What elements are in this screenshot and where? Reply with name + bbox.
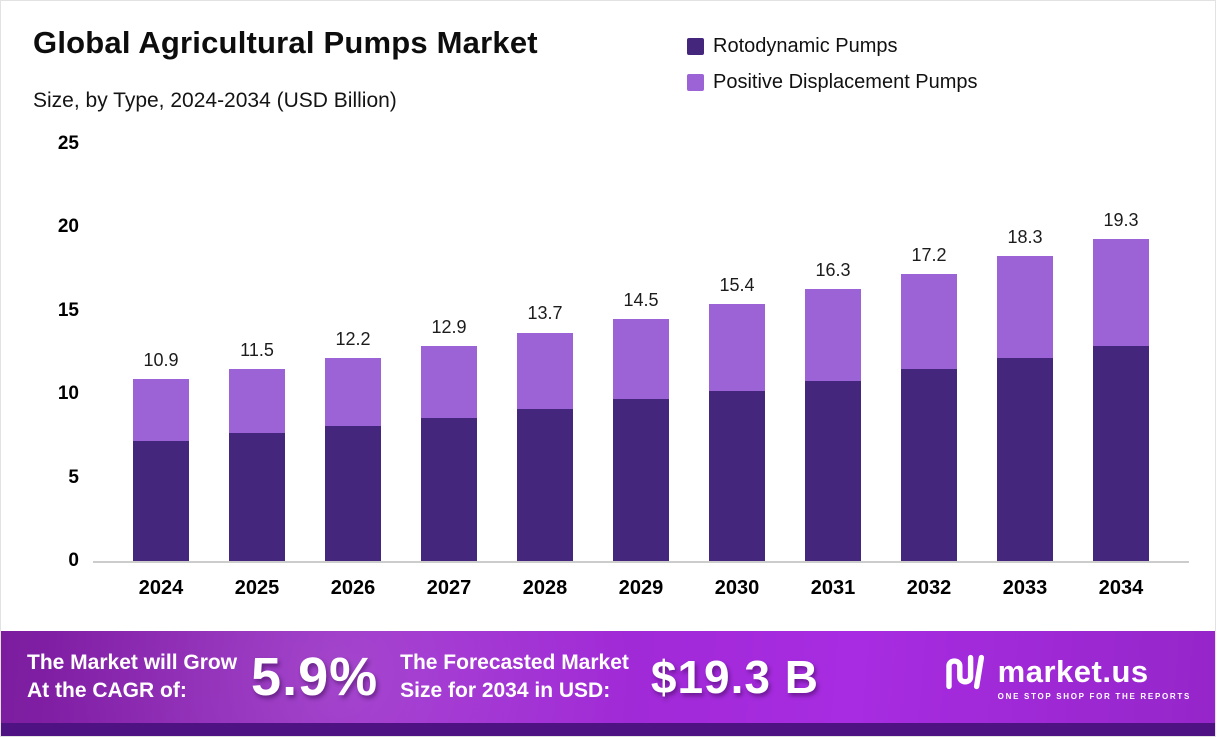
bar-total-label: 16.3 bbox=[815, 260, 851, 281]
y-axis-tick-label: 15 bbox=[57, 299, 79, 321]
y-axis-tick-label: 10 bbox=[57, 383, 79, 405]
cagr-label-line1: The Market will Grow bbox=[27, 651, 238, 675]
y-axis-tick-label: 0 bbox=[68, 550, 79, 571]
rotodynamic-segment bbox=[805, 380, 861, 561]
bar-column: 18.3 2033 bbox=[997, 144, 1053, 599]
positive-displacement-segment bbox=[325, 357, 381, 426]
bar-total-label: 13.7 bbox=[527, 303, 563, 324]
cagr-label: The Market will Grow At the CAGR of: bbox=[27, 649, 237, 704]
rotodynamic-segment bbox=[613, 399, 669, 561]
bar-total-label: 19.3 bbox=[1103, 210, 1139, 231]
plot-area: 10.9 2024 11.5 2025 12.2 2026 12.9 2027 13.7 2028… bbox=[93, 144, 1189, 599]
rotodynamic-segment bbox=[421, 417, 477, 561]
positive-displacement-segment bbox=[421, 345, 477, 418]
legend-item-rotodynamic: Rotodynamic Pumps bbox=[687, 35, 978, 58]
chart-subtitle: Size, by Type, 2024-2034 (USD Billion) bbox=[33, 89, 397, 112]
x-axis-year-label: 2034 bbox=[1098, 577, 1144, 599]
bar-total-label: 12.2 bbox=[335, 328, 371, 349]
positive-displacement-segment bbox=[901, 274, 957, 370]
bar-column: 19.3 2034 bbox=[1093, 144, 1149, 599]
bar-column: 12.2 2026 bbox=[325, 144, 381, 599]
rotodynamic-segment bbox=[901, 369, 957, 561]
forecast-label-line2: Size for 2034 in USD: bbox=[400, 679, 611, 702]
forecast-label-line1: The Forecasted Market bbox=[400, 651, 629, 675]
marketus-brand-row: market.us bbox=[945, 654, 1191, 690]
positive-displacement-segment bbox=[997, 255, 1053, 358]
cagr-label-line2: At the CAGR of: bbox=[27, 679, 187, 702]
cagr-value: 5.9% bbox=[251, 647, 379, 707]
y-axis: 0 5 10 15 20 25 bbox=[29, 133, 79, 571]
forecast-value: $19.3 B bbox=[650, 651, 820, 703]
y-axis-tick-label: 20 bbox=[57, 216, 79, 238]
positive-displacement-segment bbox=[805, 289, 861, 381]
marketus-brand: market.us ONE STOP SHOP FOR THE REPORTS bbox=[945, 654, 1191, 701]
bar-column: 14.5 2029 bbox=[613, 144, 669, 599]
bar-column: 16.3 2031 bbox=[805, 144, 861, 599]
rotodynamic-segment bbox=[1093, 345, 1149, 561]
marketus-brand-tagline: ONE STOP SHOP FOR THE REPORTS bbox=[997, 691, 1191, 701]
x-axis-year-label: 2033 bbox=[1002, 577, 1048, 599]
bar-total-label: 10.9 bbox=[143, 350, 179, 371]
marketus-logo-icon bbox=[945, 654, 989, 690]
legend-item-positive-displacement: Positive Displacement Pumps bbox=[687, 71, 978, 94]
bar-total-label: 11.5 bbox=[240, 340, 274, 361]
marketus-brand-name: market.us bbox=[997, 653, 1149, 689]
positive-displacement-segment bbox=[229, 369, 285, 433]
x-axis-year-label: 2028 bbox=[522, 577, 568, 599]
positive-displacement-segment bbox=[613, 319, 669, 400]
y-axis-tick-label: 5 bbox=[68, 466, 79, 488]
x-axis-year-label: 2026 bbox=[330, 577, 376, 599]
bar-column: 11.5 2025 bbox=[229, 144, 285, 599]
legend-label: Positive Displacement Pumps bbox=[713, 71, 978, 93]
positive-displacement-segment bbox=[133, 379, 189, 441]
rotodynamic-segment bbox=[229, 432, 285, 561]
footer-banner: The Market will Grow At the CAGR of: 5.9… bbox=[1, 631, 1215, 723]
x-axis-year-label: 2032 bbox=[906, 577, 952, 599]
x-axis-year-label: 2030 bbox=[714, 577, 760, 599]
legend-swatch-positive-displacement bbox=[687, 74, 704, 91]
y-axis-tick-label: 25 bbox=[57, 133, 79, 154]
bar-total-label: 18.3 bbox=[1007, 226, 1043, 247]
legend-label: Rotodynamic Pumps bbox=[713, 35, 898, 57]
x-axis-year-label: 2025 bbox=[234, 577, 280, 599]
positive-displacement-segment bbox=[709, 304, 765, 391]
rotodynamic-segment bbox=[325, 425, 381, 561]
rotodynamic-segment bbox=[517, 409, 573, 561]
bar-total-label: 17.2 bbox=[911, 245, 947, 266]
legend-swatch-rotodynamic bbox=[687, 38, 704, 55]
bar-total-label: 12.9 bbox=[431, 316, 467, 337]
legend: Rotodynamic Pumps Positive Displacement … bbox=[687, 35, 978, 94]
bar-column: 15.4 2030 bbox=[709, 144, 765, 599]
bar-column: 17.2 2032 bbox=[901, 144, 957, 599]
forecast-label: The Forecasted Market Size for 2034 in U… bbox=[400, 649, 629, 704]
bar-column: 13.7 2028 bbox=[517, 144, 573, 599]
positive-displacement-segment bbox=[517, 332, 573, 410]
rotodynamic-segment bbox=[997, 357, 1053, 561]
bar-column: 10.9 2024 bbox=[133, 144, 189, 599]
rotodynamic-segment bbox=[709, 390, 765, 561]
chart-title: Global Agricultural Pumps Market bbox=[33, 25, 538, 60]
bar-column: 12.9 2027 bbox=[421, 144, 477, 599]
x-axis-year-label: 2027 bbox=[426, 577, 472, 599]
rotodynamic-segment bbox=[133, 440, 189, 561]
positive-displacement-segment bbox=[1093, 239, 1149, 346]
bar-total-label: 14.5 bbox=[623, 290, 659, 311]
footer-strip bbox=[1, 723, 1215, 736]
x-axis-year-label: 2029 bbox=[618, 577, 664, 599]
x-axis-year-label: 2024 bbox=[138, 577, 184, 599]
bar-total-label: 15.4 bbox=[719, 275, 755, 296]
x-axis-year-label: 2031 bbox=[810, 577, 856, 599]
